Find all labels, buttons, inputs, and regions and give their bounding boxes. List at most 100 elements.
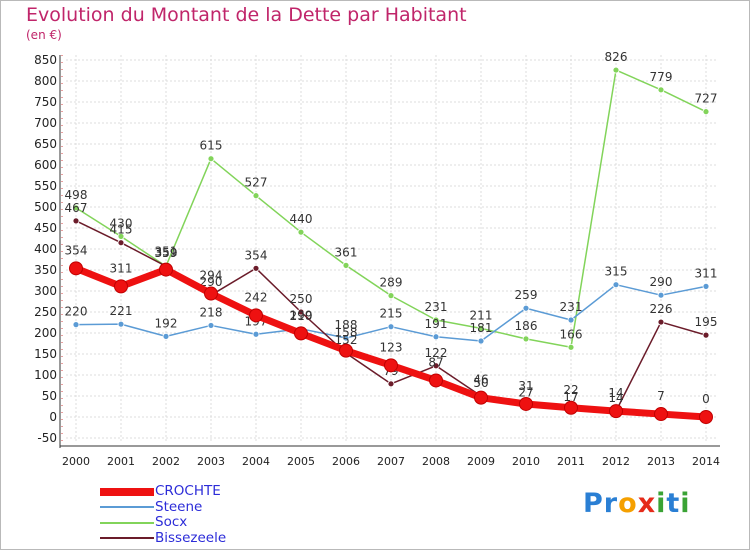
data-point-bissezeele [702, 331, 710, 339]
data-label-crochte: 199 [290, 308, 313, 322]
data-point-steene [207, 322, 215, 329]
data-label-steene: 259 [515, 288, 538, 302]
x-tick-label: 2002 [152, 455, 180, 468]
data-label-socx: 779 [650, 70, 673, 84]
data-point-socx [522, 335, 530, 343]
data-label-socx: 498 [65, 188, 88, 202]
data-point-crochte [519, 396, 533, 411]
data-point-socx [702, 108, 710, 116]
data-point-steene [477, 337, 485, 345]
data-point-crochte [159, 262, 173, 277]
data-label-bissezeele: 226 [650, 302, 673, 316]
data-point-socx [477, 324, 485, 332]
data-label-socx: 359 [155, 246, 178, 260]
data-label-bissezeele: 17 [563, 390, 578, 404]
logo-letter: o [618, 488, 638, 519]
data-point-socx [657, 86, 665, 94]
data-label-crochte: 354 [65, 243, 88, 257]
x-tick-label: 2003 [197, 455, 225, 468]
data-point-crochte [114, 279, 128, 294]
data-point-steene [252, 330, 260, 338]
data-point-crochte [654, 407, 668, 422]
data-label-bissezeele: 250 [290, 292, 313, 306]
data-label-bissezeele: 27 [518, 386, 533, 400]
data-label-socx: 727 [695, 92, 718, 106]
x-tick-label: 2004 [242, 455, 270, 468]
legend-label: Steene [155, 498, 203, 515]
y-tick-label: 350 [34, 263, 57, 277]
data-point-crochte [609, 404, 623, 419]
data-label-crochte: 87 [428, 355, 443, 369]
data-point-bissezeele [252, 264, 260, 272]
data-label-socx: 361 [335, 245, 358, 259]
y-tick-label: 400 [34, 242, 57, 256]
data-label-socx: 289 [380, 276, 403, 290]
data-label-bissezeele: 415 [110, 223, 133, 237]
data-label-crochte: 31 [518, 379, 533, 393]
proxiti-logo: Proxiti [583, 488, 691, 519]
y-tick-label: 200 [34, 326, 57, 340]
y-tick-label: 800 [34, 74, 57, 88]
y-tick-label: 750 [34, 95, 57, 109]
legend-label: Bissezeele [155, 529, 227, 546]
chart-legend: CROCHTE Steene Socx Bissezeele [100, 484, 226, 546]
data-label-steene: 192 [155, 316, 178, 330]
data-label-steene: 181 [470, 321, 493, 335]
logo-letter: P [583, 488, 604, 519]
data-point-socx [612, 66, 620, 74]
data-point-steene [117, 320, 125, 328]
y-tick-label: 700 [34, 116, 57, 130]
data-label-crochte: 14 [608, 386, 623, 400]
data-point-steene [702, 282, 710, 290]
data-label-crochte: 22 [563, 383, 578, 397]
legend-label: CROCHTE [155, 483, 221, 500]
data-point-crochte [429, 373, 443, 388]
data-point-steene [342, 334, 350, 342]
data-label-crochte: 123 [380, 340, 403, 354]
data-label-bissezeele: 195 [695, 315, 718, 329]
y-tick-label: 500 [34, 200, 57, 214]
data-label-crochte: 158 [335, 326, 358, 340]
y-tick-label: 650 [34, 137, 57, 151]
data-label-socx: 527 [245, 176, 268, 190]
x-tick-label: 2009 [467, 455, 495, 468]
data-label-socx: 440 [290, 212, 313, 226]
y-tick-label: 250 [34, 305, 57, 319]
data-point-bissezeele [387, 380, 395, 388]
legend-item-crochte: CROCHTE [100, 484, 226, 500]
data-point-steene [612, 281, 620, 289]
logo-letter: r [603, 488, 619, 519]
x-tick-label: 2001 [107, 455, 135, 468]
legend-swatch [100, 521, 154, 524]
data-label-bissezeele: 354 [245, 248, 268, 262]
data-point-crochte [249, 308, 263, 323]
data-label-steene: 218 [200, 305, 223, 319]
data-point-bissezeele [657, 318, 665, 326]
y-tick-label: 450 [34, 221, 57, 235]
data-label-crochte: 242 [245, 290, 268, 304]
chart-title: Evolution du Montant de la Dette par Hab… [26, 4, 467, 26]
logo-letter: x [637, 488, 657, 519]
data-label-steene: 220 [65, 305, 88, 319]
data-label-steene: 221 [110, 304, 133, 318]
data-point-crochte [474, 390, 488, 405]
data-label-bissezeele: 50 [473, 376, 488, 390]
data-label-steene: 315 [605, 265, 628, 279]
data-point-crochte [699, 410, 713, 424]
y-tick-label: 300 [34, 284, 57, 298]
y-tick-label: -50 [37, 431, 57, 445]
y-tick-label: 850 [34, 53, 57, 67]
data-label-crochte: 7 [657, 389, 665, 403]
data-point-socx [252, 192, 260, 200]
chart-subtitle: (en €) [26, 28, 62, 42]
data-label-steene: 210 [290, 309, 313, 323]
y-tick-label: 100 [34, 368, 57, 382]
data-label-bissezeele: 290 [200, 275, 223, 289]
legend-item-steene: Steene [100, 498, 226, 516]
data-point-bissezeele [72, 217, 80, 225]
logo-letter: i [656, 488, 667, 519]
data-point-bissezeele [117, 239, 125, 247]
data-label-socx: 166 [560, 327, 583, 341]
data-point-socx [207, 155, 215, 163]
